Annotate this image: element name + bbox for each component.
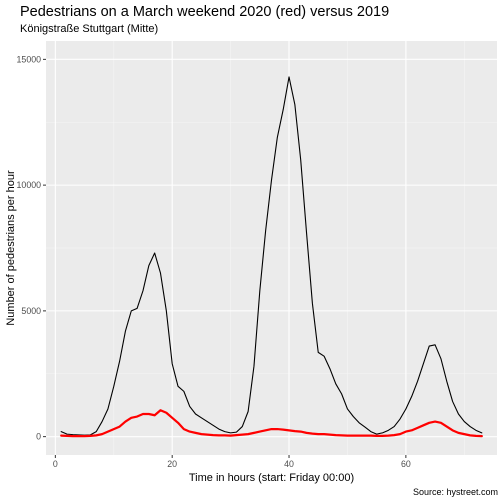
y-tick-label: 5000: [21, 306, 41, 316]
source-caption: Source: hystreet.com: [412, 487, 498, 497]
chart-subtitle: Königstraße Stuttgart (Mitte): [20, 23, 159, 35]
y-tick-label: 0: [36, 432, 41, 442]
series-line-2019: [60, 76, 483, 436]
x-tick-label: 60: [401, 459, 411, 469]
y-tick-label: 10000: [17, 180, 42, 190]
chart-title: Pedestrians on a March weekend 2020 (red…: [20, 4, 390, 20]
x-tick-label: 20: [167, 459, 177, 469]
x-tick-label: 0: [53, 459, 58, 469]
y-tick-label: 15000: [17, 54, 42, 64]
x-tick-label: 40: [284, 459, 294, 469]
y-axis-title: Number of pedestrians per hour: [5, 170, 17, 326]
series-line-2020: [60, 409, 483, 438]
x-axis-title: Time in hours (start: Friday 00:00): [189, 472, 354, 484]
